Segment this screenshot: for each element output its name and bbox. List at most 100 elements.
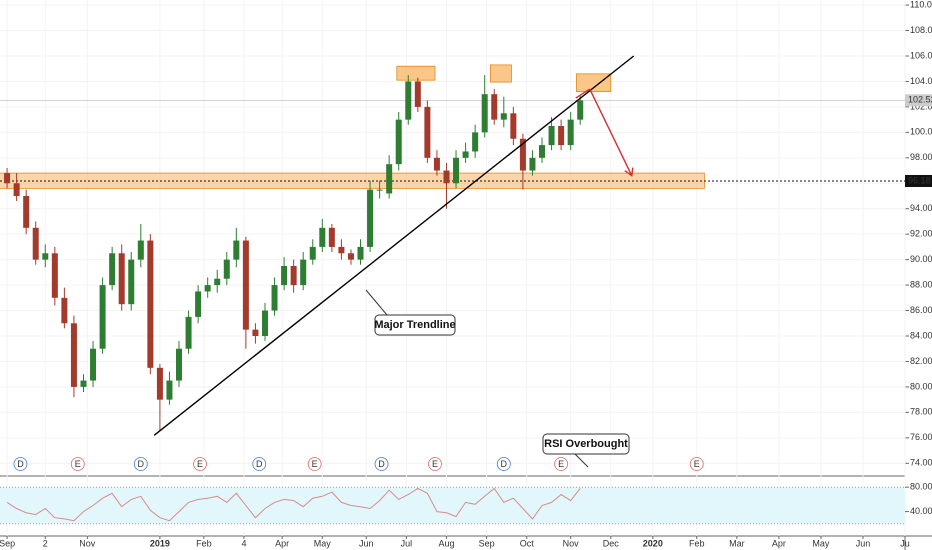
candle-body [405, 81, 412, 120]
candle-body [357, 246, 364, 260]
x-tick-label: Apr [772, 538, 786, 548]
candle-body [309, 246, 316, 260]
event-label: E [694, 459, 700, 469]
resistance-box [490, 64, 512, 83]
callout-text: Major Trendline [374, 319, 455, 331]
resistance-box [575, 73, 612, 93]
x-tick-label: May [314, 538, 332, 548]
event-label: E [75, 459, 81, 469]
candle-body [529, 157, 536, 171]
y-tick-label: 76.00 [910, 432, 932, 442]
y-tick-label: 98.00 [910, 152, 932, 162]
y-tick-label: 74.00 [910, 458, 932, 468]
candle-body [328, 227, 335, 247]
candle-body [252, 329, 259, 336]
y-tick-label: 86.00 [910, 305, 932, 315]
x-tick-label: Jul [401, 538, 413, 548]
y-tick-label: 110.00 [910, 0, 932, 9]
x-tick-label: Oct [520, 538, 535, 548]
candle-body [90, 348, 97, 381]
candle-body [462, 151, 469, 158]
candle-body [32, 227, 39, 260]
last-price-label: 102.52 [908, 95, 932, 105]
candle-body [367, 189, 374, 247]
projection-arrow [589, 88, 633, 176]
x-tick-label: 2019 [150, 538, 170, 548]
candle-body [347, 253, 354, 260]
event-label: E [432, 459, 438, 469]
candle-body [433, 157, 440, 171]
candle-body [443, 170, 450, 184]
candle-body [386, 164, 393, 194]
event-marker [252, 457, 267, 471]
rsi-band [0, 487, 905, 524]
candle-body [395, 119, 402, 165]
y-tick-label: 78.00 [910, 407, 932, 417]
candle-body [519, 138, 526, 171]
event-marker [689, 457, 704, 471]
x-tick-label: Feb [689, 538, 705, 548]
candle-body [414, 81, 421, 107]
event-label: D [378, 459, 385, 469]
candle-body [185, 316, 192, 349]
candle-body [271, 285, 278, 311]
rsi-y-tick-label: 80.00 [910, 482, 932, 492]
event-marker [307, 457, 322, 471]
candle-body [510, 113, 517, 139]
last-price-tag [905, 94, 932, 107]
event-label: D [501, 459, 508, 469]
callout-box [542, 433, 630, 455]
y-tick-label: 80.00 [910, 381, 932, 391]
candle-body [176, 348, 183, 381]
event-label: E [558, 459, 564, 469]
rsi-line [6, 487, 581, 522]
x-tick-label: Dec [603, 538, 620, 548]
event-marker [496, 457, 511, 471]
candle-body [548, 126, 555, 146]
candle-body [80, 380, 87, 387]
x-tick-label: Jun [359, 538, 374, 548]
candle-body [214, 278, 221, 286]
y-tick-label: 84.00 [910, 330, 932, 340]
x-tick-label: 4 [241, 538, 246, 548]
candle-body [424, 106, 431, 158]
candle-body [61, 297, 68, 324]
candle-body [223, 259, 230, 279]
event-label: D [138, 459, 145, 469]
y-tick-label: 104.00 [910, 76, 932, 86]
trendline [153, 55, 635, 436]
event-marker [554, 457, 569, 471]
event-marker [70, 457, 85, 471]
candle-body [481, 94, 488, 133]
candle-body [42, 253, 49, 260]
x-tick-label: Sep [479, 538, 495, 548]
candle-body [261, 310, 268, 336]
candle-body [70, 323, 77, 387]
candle-body [128, 259, 135, 305]
callout-pointer [365, 289, 388, 316]
candle-body [156, 367, 163, 400]
candle-body [539, 145, 546, 158]
candle-body [558, 126, 565, 146]
x-tick-label: Apr [275, 538, 289, 548]
event-marker [428, 457, 442, 471]
arrow-head [624, 167, 634, 177]
candle-body [166, 380, 173, 400]
x-tick-label: May [812, 538, 830, 548]
candle-body [51, 253, 58, 298]
x-tick-label: Nov [79, 538, 96, 548]
x-tick-label: Jun [856, 538, 871, 548]
candle-body [137, 240, 144, 260]
candle-body [300, 259, 307, 286]
x-tick-label: Ju [900, 538, 910, 548]
resistance-box [396, 65, 436, 81]
candle-body [567, 119, 574, 146]
x-tick-label: Feb [196, 538, 212, 548]
y-tick-label: 88.00 [910, 279, 932, 289]
candle-body [118, 253, 125, 305]
candle-body [491, 94, 498, 120]
x-tick-label: 2 [43, 538, 48, 548]
candle-body [204, 285, 211, 292]
